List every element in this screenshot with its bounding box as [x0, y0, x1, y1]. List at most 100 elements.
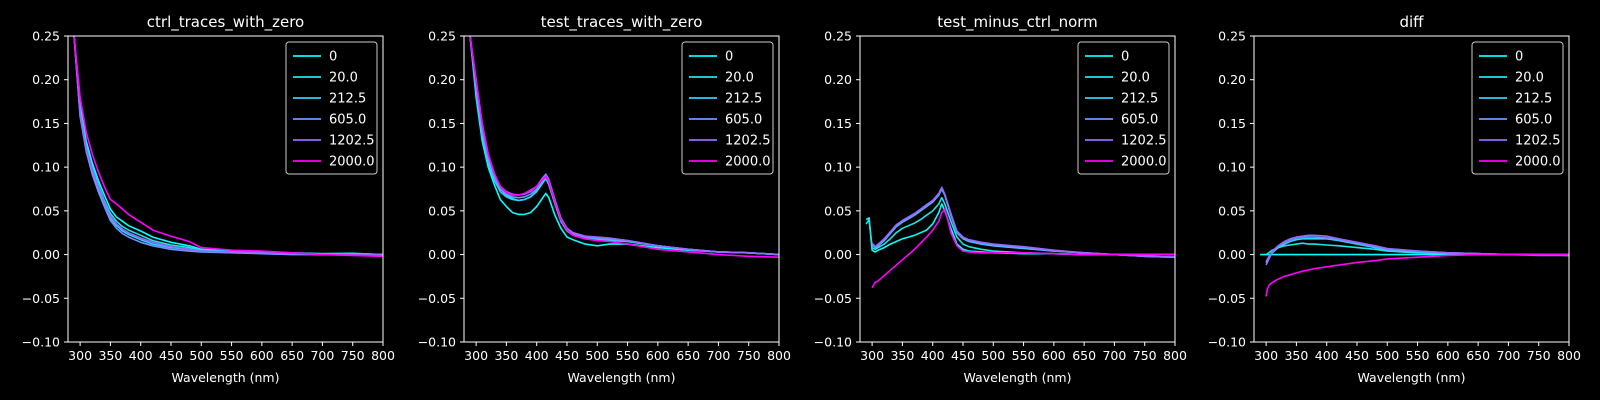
- x-tick-label: 500: [585, 348, 609, 363]
- panel-test_traces_with_zero: test_traces_with_zero 300 350 400 450 500 550 6…: [418, 13, 791, 385]
- legend-label: 605.0: [1121, 113, 1158, 128]
- legend-box: [285, 41, 378, 175]
- y-tick-label: 0.15: [824, 116, 852, 131]
- x-tick-label: 600: [646, 348, 670, 363]
- x-tick-label: 550: [616, 348, 640, 363]
- x-axis-label: Wavelength (nm): [172, 370, 280, 385]
- y-tick-label: −0.10: [1208, 335, 1246, 350]
- chart-title: test_minus_ctrl_norm: [937, 13, 1098, 32]
- y-tick-label: −0.10: [418, 335, 456, 350]
- x-tick-label: 450: [159, 348, 183, 363]
- legend-label: 212.5: [329, 92, 366, 107]
- x-tick-label: 300: [464, 348, 488, 363]
- legend-label: 1202.5: [725, 134, 771, 149]
- legend-label: 2000.0: [1121, 155, 1167, 170]
- y-tick-label: 0.10: [428, 160, 456, 175]
- x-tick-label: 650: [676, 348, 700, 363]
- y-tick-label: 0.20: [1218, 72, 1246, 87]
- y-tick-label: 0.10: [32, 160, 60, 175]
- y-tick-label: 0.15: [32, 116, 60, 131]
- legend-label: 2000.0: [725, 155, 771, 170]
- legend-label: 20.0: [725, 71, 754, 86]
- legend-label: 0: [725, 50, 733, 65]
- series-line-1202.5: [871, 186, 1175, 258]
- series-line-2000.0: [469, 36, 779, 258]
- x-tick-label: 600: [1436, 348, 1460, 363]
- x-tick-label: 600: [250, 348, 274, 363]
- x-tick-label: 550: [220, 348, 244, 363]
- panel-ctrl_traces_with_zero: ctrl_traces_with_zero 300 350 400 450 500 550 6…: [22, 13, 395, 385]
- series-line-20.0: [1265, 242, 1569, 256]
- series-line-0: [469, 36, 779, 256]
- y-tick-label: 0.25: [32, 29, 60, 44]
- plot-frame: [1253, 35, 1570, 343]
- legend-label: 20.0: [329, 71, 358, 86]
- x-tick-label: 700: [1496, 348, 1520, 363]
- y-tick-label: 0.00: [1218, 247, 1246, 262]
- x-tick-label: 800: [371, 348, 395, 363]
- x-axis-label: Wavelength (nm): [568, 370, 676, 385]
- x-tick-label: 750: [1133, 348, 1157, 363]
- x-tick-label: 350: [494, 348, 518, 363]
- legend-label: 0: [1121, 50, 1129, 65]
- x-tick-label: 650: [1466, 348, 1490, 363]
- x-tick-label: 500: [1375, 348, 1399, 363]
- legend-label: 212.5: [1515, 92, 1552, 107]
- chart-title: ctrl_traces_with_zero: [147, 13, 304, 32]
- y-tick-label: −0.10: [814, 335, 852, 350]
- x-tick-label: 600: [1042, 348, 1066, 363]
- chart-title: test_traces_with_zero: [541, 13, 703, 32]
- legend-label: 0: [1515, 50, 1523, 65]
- y-tick-label: 0.15: [1218, 116, 1246, 131]
- legend-label: 212.5: [725, 92, 762, 107]
- y-tick-label: −0.05: [418, 291, 456, 306]
- y-tick-label: 0.10: [824, 160, 852, 175]
- x-tick-label: 800: [767, 348, 791, 363]
- x-tick-label: 400: [1315, 348, 1339, 363]
- series-line-1202.5: [1265, 234, 1569, 266]
- x-axis-label: Wavelength (nm): [964, 370, 1072, 385]
- x-tick-label: 350: [890, 348, 914, 363]
- y-tick-label: 0.20: [428, 72, 456, 87]
- y-tick-label: −0.05: [814, 291, 852, 306]
- x-tick-label: 800: [1163, 348, 1187, 363]
- legend-label: 1202.5: [1121, 134, 1167, 149]
- legend: 0 20.0 212.5 605.0 1202.5 2000.0: [285, 41, 378, 175]
- x-tick-label: 350: [98, 348, 122, 363]
- y-tick-label: 0.10: [1218, 160, 1246, 175]
- panel-diff: diff 300 350 400 450 500 550 600 650 700 750 800 −0.…: [1208, 13, 1581, 385]
- x-tick-label: 650: [1072, 348, 1096, 363]
- x-tick-label: 450: [555, 348, 579, 363]
- x-tick-label: 700: [310, 348, 334, 363]
- legend-label: 2000.0: [1515, 155, 1561, 170]
- series-line-2000.0: [73, 36, 383, 258]
- series-group: [73, 36, 383, 258]
- y-tick-label: 0.05: [428, 203, 456, 218]
- y-tick-label: 0.05: [824, 203, 852, 218]
- x-tick-label: 750: [737, 348, 761, 363]
- panel-test_minus_ctrl_norm: test_minus_ctrl_norm 300 350 400 450 500 550 60…: [814, 13, 1187, 385]
- y-tick-label: 0.00: [32, 247, 60, 262]
- legend-label: 212.5: [1121, 92, 1158, 107]
- plot-frame: [859, 35, 1176, 343]
- series-group: [865, 186, 1175, 289]
- y-tick-label: 0.00: [824, 247, 852, 262]
- plot-frame: [463, 35, 780, 343]
- series-line-605.0: [73, 36, 383, 256]
- x-tick-label: 550: [1406, 348, 1430, 363]
- legend-box: [681, 41, 774, 175]
- x-tick-label: 750: [1527, 348, 1551, 363]
- legend-label: 1202.5: [1515, 134, 1561, 149]
- legend-label: 20.0: [1121, 71, 1150, 86]
- legend-label: 1202.5: [329, 134, 375, 149]
- legend-label: 605.0: [725, 113, 762, 128]
- legend: 0 20.0 212.5 605.0 1202.5 2000.0: [1077, 41, 1170, 175]
- x-tick-label: 300: [68, 348, 92, 363]
- y-tick-label: 0.05: [1218, 203, 1246, 218]
- x-tick-label: 400: [525, 348, 549, 363]
- x-tick-label: 400: [921, 348, 945, 363]
- x-tick-label: 450: [951, 348, 975, 363]
- legend-label: 20.0: [1515, 71, 1544, 86]
- series-group: [1260, 234, 1569, 297]
- y-tick-label: −0.05: [22, 291, 60, 306]
